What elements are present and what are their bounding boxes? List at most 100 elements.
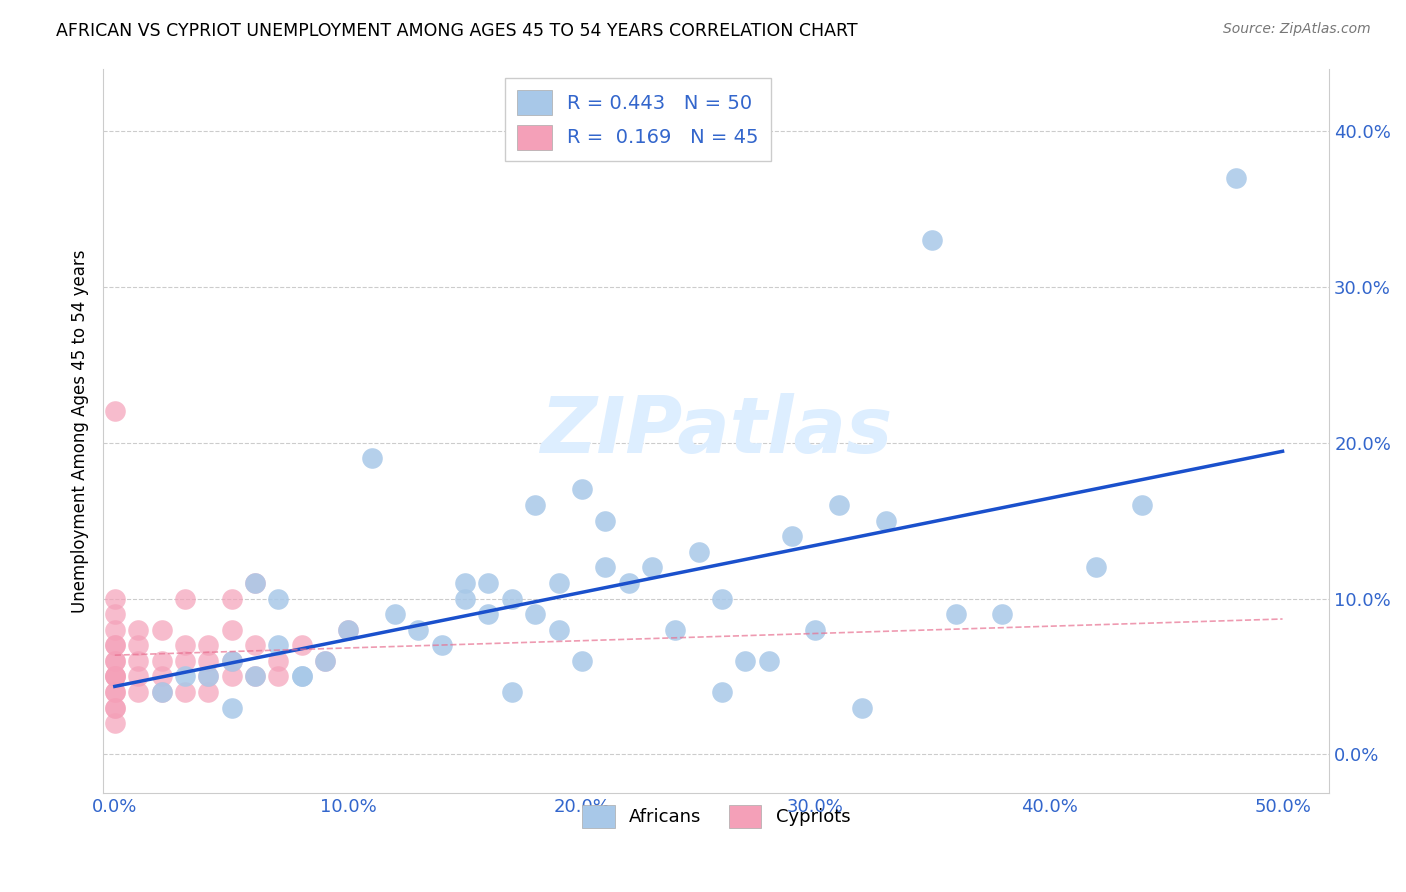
- Legend: Africans, Cypriots: Africans, Cypriots: [575, 797, 858, 835]
- Point: [197, 654, 219, 668]
- Point: [711, 685, 734, 699]
- Point: [150, 623, 173, 637]
- Point: [221, 654, 243, 668]
- Point: [173, 669, 195, 683]
- Point: [501, 591, 523, 606]
- Point: [408, 623, 430, 637]
- Point: [571, 483, 593, 497]
- Point: [291, 638, 314, 652]
- Text: ZIPatlas: ZIPatlas: [540, 393, 893, 469]
- Point: [267, 638, 290, 652]
- Point: [571, 654, 593, 668]
- Text: AFRICAN VS CYPRIOT UNEMPLOYMENT AMONG AGES 45 TO 54 YEARS CORRELATION CHART: AFRICAN VS CYPRIOT UNEMPLOYMENT AMONG AG…: [56, 22, 858, 40]
- Point: [314, 654, 336, 668]
- Point: [221, 623, 243, 637]
- Point: [875, 514, 897, 528]
- Point: [828, 498, 851, 512]
- Point: [173, 685, 195, 699]
- Point: [104, 638, 127, 652]
- Point: [477, 607, 499, 621]
- Point: [547, 575, 569, 590]
- Point: [593, 514, 616, 528]
- Point: [197, 685, 219, 699]
- Point: [291, 669, 314, 683]
- Point: [127, 685, 149, 699]
- Point: [991, 607, 1014, 621]
- Point: [267, 654, 290, 668]
- Point: [221, 669, 243, 683]
- Point: [921, 233, 943, 247]
- Text: Source: ZipAtlas.com: Source: ZipAtlas.com: [1223, 22, 1371, 37]
- Point: [547, 623, 569, 637]
- Point: [291, 669, 314, 683]
- Point: [664, 623, 686, 637]
- Point: [734, 654, 756, 668]
- Point: [221, 654, 243, 668]
- Point: [711, 591, 734, 606]
- Point: [127, 638, 149, 652]
- Point: [127, 669, 149, 683]
- Point: [197, 669, 219, 683]
- Point: [127, 654, 149, 668]
- Point: [104, 685, 127, 699]
- Point: [688, 545, 710, 559]
- Point: [221, 700, 243, 714]
- Point: [945, 607, 967, 621]
- Point: [104, 669, 127, 683]
- Point: [104, 623, 127, 637]
- Point: [150, 685, 173, 699]
- Point: [173, 638, 195, 652]
- Point: [360, 451, 382, 466]
- Point: [104, 669, 127, 683]
- Point: [197, 669, 219, 683]
- Point: [104, 638, 127, 652]
- Point: [127, 623, 149, 637]
- Point: [104, 654, 127, 668]
- Point: [104, 716, 127, 731]
- Point: [104, 654, 127, 668]
- Point: [221, 591, 243, 606]
- Point: [150, 685, 173, 699]
- Point: [337, 623, 360, 637]
- Point: [104, 591, 127, 606]
- Point: [337, 623, 360, 637]
- Point: [617, 575, 640, 590]
- Point: [267, 669, 290, 683]
- Point: [1225, 170, 1247, 185]
- Point: [150, 654, 173, 668]
- Point: [454, 591, 477, 606]
- Point: [197, 638, 219, 652]
- Point: [454, 575, 477, 590]
- Point: [173, 654, 195, 668]
- Point: [243, 669, 266, 683]
- Point: [104, 607, 127, 621]
- Y-axis label: Unemployment Among Ages 45 to 54 years: Unemployment Among Ages 45 to 54 years: [72, 249, 89, 613]
- Point: [384, 607, 406, 621]
- Point: [1084, 560, 1107, 574]
- Point: [104, 700, 127, 714]
- Point: [477, 575, 499, 590]
- Point: [851, 700, 873, 714]
- Point: [104, 700, 127, 714]
- Point: [804, 623, 827, 637]
- Point: [150, 669, 173, 683]
- Point: [524, 498, 547, 512]
- Point: [243, 575, 266, 590]
- Point: [243, 669, 266, 683]
- Point: [524, 607, 547, 621]
- Point: [641, 560, 664, 574]
- Point: [430, 638, 453, 652]
- Point: [1132, 498, 1154, 512]
- Point: [593, 560, 616, 574]
- Point: [267, 591, 290, 606]
- Point: [243, 575, 266, 590]
- Point: [780, 529, 803, 543]
- Point: [104, 685, 127, 699]
- Point: [758, 654, 780, 668]
- Point: [501, 685, 523, 699]
- Point: [243, 638, 266, 652]
- Point: [104, 669, 127, 683]
- Point: [314, 654, 336, 668]
- Point: [104, 404, 127, 418]
- Point: [173, 591, 195, 606]
